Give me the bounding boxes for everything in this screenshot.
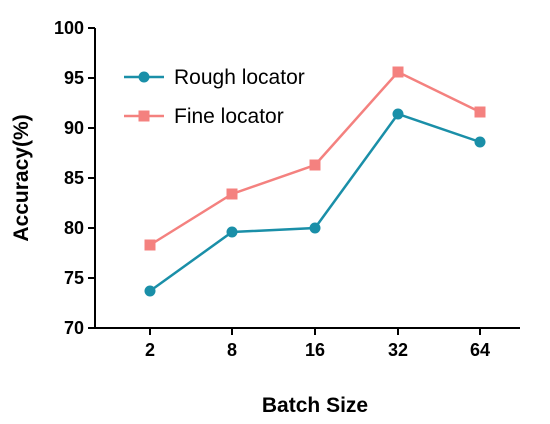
x-tick-label: 16 [305,340,325,360]
legend-item: Fine locator [124,105,284,128]
y-tick-label: 70 [64,318,84,338]
legend-label: Fine locator [174,105,284,128]
legend-label: Rough locator [174,66,305,89]
legend-marker [138,71,150,83]
data-point [392,108,404,120]
x-tick-label: 32 [388,340,408,360]
y-tick-label: 80 [64,218,84,238]
x-tick-label: 64 [470,340,490,360]
series-fine-locator [144,66,486,251]
data-point [474,106,486,118]
legend: Rough locator Fine locator [124,66,305,128]
y-tick-label: 75 [64,268,84,288]
data-point [226,188,238,200]
series-rough-locator [144,108,486,297]
axes: 70 75 80 85 90 95 100 2 8 16 32 64 [54,18,520,360]
data-point [474,136,486,148]
x-axis-title: Batch Size [262,394,368,417]
y-tick-label: 90 [64,118,84,138]
legend-item: Rough locator [124,66,305,89]
data-point [144,239,156,251]
y-tick-label: 100 [54,18,84,38]
x-tick-label: 2 [145,340,155,360]
data-point [309,222,321,234]
series-line [149,112,481,293]
y-tick-label: 85 [64,168,84,188]
series-layer [144,66,486,297]
data-point [144,285,156,297]
data-point [226,226,238,238]
series-line [149,70,481,247]
legend-marker [138,110,150,122]
data-point [392,66,404,78]
data-point [309,159,321,171]
y-tick-label: 95 [64,68,84,88]
y-axis-title: Accuracy(%) [10,114,33,241]
x-tick-label: 8 [227,340,237,360]
